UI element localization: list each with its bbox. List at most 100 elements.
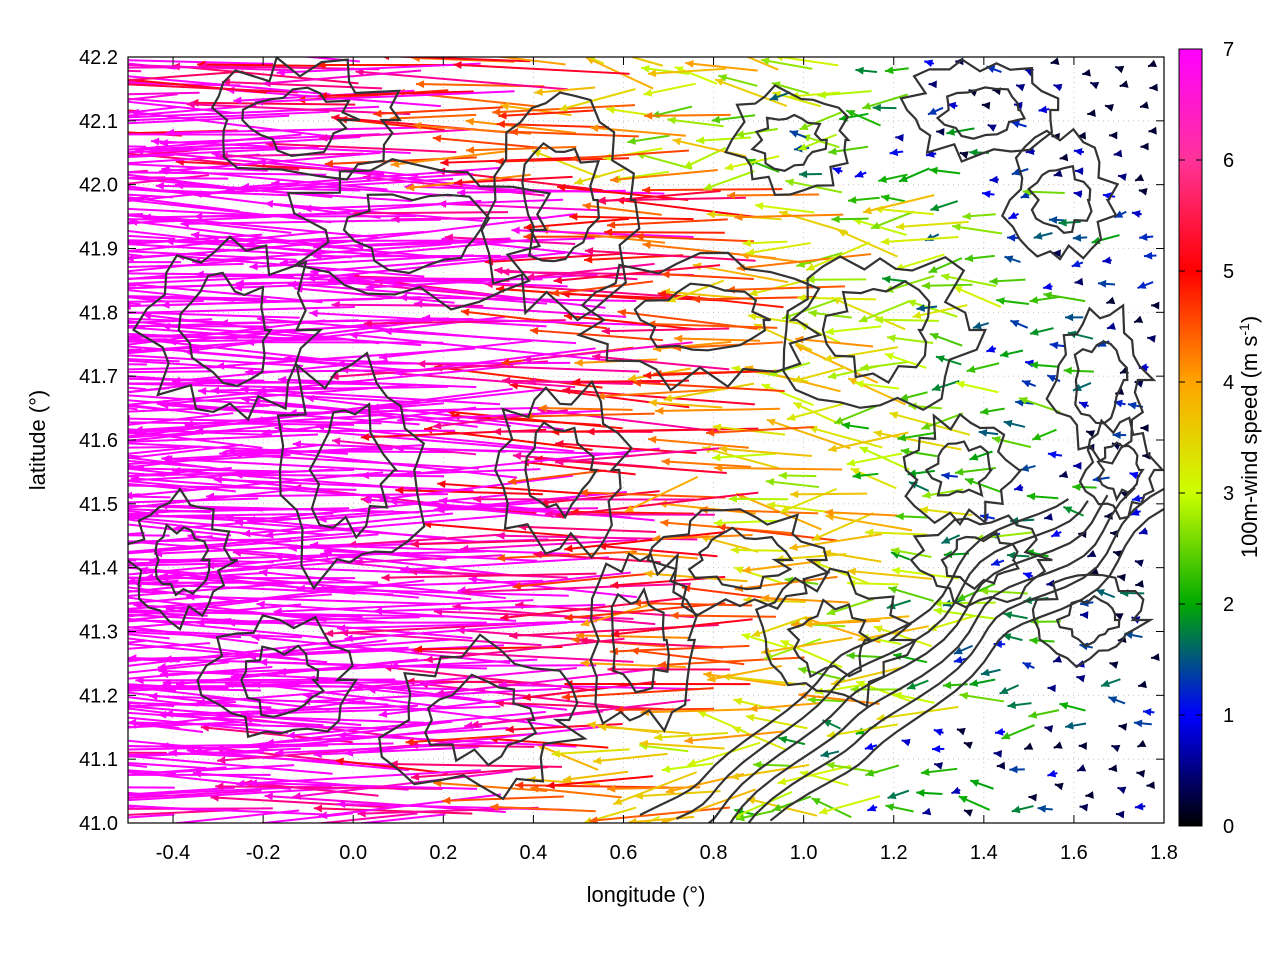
wind-vector — [446, 410, 623, 430]
wind-vector-head — [226, 185, 235, 194]
wind-vector-head — [958, 795, 968, 804]
wind-vector-head — [1101, 679, 1111, 688]
wind-vector-head — [403, 470, 413, 478]
wind-vector-head — [1138, 363, 1148, 372]
wind-vector — [128, 91, 200, 96]
wind-vector — [730, 763, 810, 779]
wind-vector-head — [473, 495, 482, 504]
wind-vector — [232, 551, 474, 576]
wind-vector — [659, 788, 757, 823]
y-tick-label: 41.7 — [79, 366, 118, 388]
wind-vector-head — [648, 435, 657, 444]
wind-vector — [226, 172, 474, 192]
wind-vector — [889, 412, 971, 436]
wind-vector — [612, 771, 697, 806]
wind-vector — [252, 682, 453, 710]
contour-line — [241, 86, 361, 158]
wind-vector-head — [1108, 696, 1118, 704]
wind-vector — [128, 153, 260, 165]
wind-vector — [128, 425, 203, 435]
wind-vector-head — [128, 302, 131, 310]
wind-vector — [306, 251, 566, 280]
wind-vector — [128, 83, 298, 94]
wind-vector-head — [1015, 398, 1024, 407]
wind-vector-head — [1076, 674, 1086, 683]
contour-line — [924, 440, 994, 498]
wind-vector — [530, 787, 622, 799]
wind-vector-head — [233, 96, 242, 105]
wind-vector-head — [276, 68, 285, 77]
wind-vector-head — [115, 606, 123, 614]
wind-vector-head — [978, 428, 988, 437]
wind-vector — [632, 601, 753, 607]
wind-vector-head — [149, 692, 158, 701]
wind-vector — [498, 683, 699, 691]
wind-vector — [713, 519, 782, 525]
wind-vector — [128, 241, 143, 244]
wind-vector — [303, 198, 564, 210]
wind-vector-head — [969, 679, 979, 687]
wind-vector-head — [996, 297, 1005, 305]
wind-vector-head — [846, 651, 855, 660]
wind-vector — [484, 282, 696, 300]
wind-vector — [128, 751, 167, 754]
wind-vector — [648, 401, 723, 409]
wind-vector-head — [928, 265, 938, 273]
wind-vector-head — [927, 107, 937, 115]
wind-vector-head — [62, 55, 70, 63]
wind-vector-head — [370, 403, 380, 412]
wind-vector — [534, 86, 596, 94]
wind-vector-head — [874, 315, 884, 324]
x-tick-label: -0.2 — [246, 842, 280, 864]
wind-vector-head — [530, 326, 539, 335]
wind-vector — [190, 101, 356, 106]
wind-vector-head — [1044, 513, 1053, 521]
y-axis-title: latitude (°) — [25, 390, 50, 491]
wind-vector — [197, 389, 420, 404]
wind-vector-head — [930, 203, 940, 212]
wind-vector-head — [235, 279, 244, 288]
wind-vector-head — [818, 807, 828, 815]
wind-vector-head — [804, 620, 813, 628]
wind-vector-head — [134, 425, 143, 434]
wind-vector-head — [697, 710, 707, 719]
wind-vector-head — [257, 386, 267, 394]
wind-vector — [128, 193, 173, 199]
wind-vector — [389, 762, 562, 768]
wind-vector-head — [1019, 396, 1029, 405]
wind-vector — [391, 216, 542, 221]
wind-vector — [354, 667, 577, 689]
wind-vector-head — [579, 636, 588, 645]
wind-vector — [128, 619, 144, 623]
wind-vector-head — [319, 133, 328, 142]
wind-vector — [647, 67, 726, 75]
wind-vector — [811, 560, 870, 585]
wind-vector-head — [604, 228, 613, 237]
wind-vector — [210, 385, 449, 392]
wind-vector — [745, 242, 811, 255]
wind-vector — [511, 229, 694, 239]
wind-vector-head — [954, 468, 964, 476]
wind-vector — [128, 423, 288, 442]
wind-vector-head — [509, 127, 519, 136]
wind-vector-head — [643, 89, 653, 97]
wind-vector-head — [1143, 251, 1153, 260]
wind-vector — [781, 298, 837, 320]
wind-vector — [128, 82, 241, 87]
wind-vector-head — [559, 103, 568, 112]
wind-vector — [907, 299, 958, 318]
wind-vector-head — [980, 407, 989, 416]
wind-vector — [159, 574, 419, 599]
wind-vector-head — [966, 365, 976, 374]
wind-vector-head — [234, 470, 243, 479]
wind-vectors — [62, 55, 1160, 823]
wind-vector-head — [947, 101, 957, 110]
wind-vector — [433, 781, 548, 792]
colorbar-tick-labels: 0 1 2 3 4 5 6 7 — [1179, 39, 1234, 838]
wind-vector-head — [589, 816, 598, 823]
wind-vector-head — [1043, 291, 1052, 300]
wind-vector — [454, 175, 573, 184]
wind-vector-head — [1021, 380, 1031, 388]
wind-vector — [245, 341, 444, 344]
wind-vector — [526, 262, 655, 279]
